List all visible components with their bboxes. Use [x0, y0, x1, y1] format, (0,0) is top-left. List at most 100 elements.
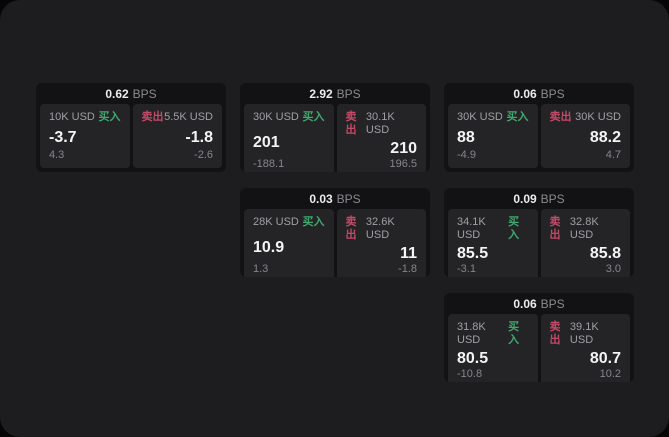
buy-label: 买入 — [508, 216, 520, 241]
spread-header: 0.06 BPS — [444, 83, 634, 104]
sell-panel[interactable]: 卖出 32.6K USD 11 -1.8 — [336, 209, 426, 277]
spread-header: 0.03 BPS — [240, 188, 430, 209]
spread-header: 2.92 BPS — [240, 83, 430, 104]
sell-price: 88.2 — [589, 129, 621, 146]
sell-amount: 30.1K USD — [365, 111, 395, 136]
spread-value: 2.92 — [309, 87, 333, 101]
buy-label: 买入 — [302, 216, 325, 228]
sell-panel[interactable]: 卖出 30K USD 88.2 4.7 — [540, 104, 630, 168]
quote-card: 0.06 BPS 30K USD 买入 88 -4.9 卖出 30K USD 88… — [444, 83, 634, 172]
buy-amount: 31.8K USD — [457, 321, 486, 346]
sell-label: 卖出 — [345, 216, 357, 241]
buy-delta: -188.1 — [253, 158, 285, 170]
spread-unit: BPS — [132, 87, 157, 101]
sell-amount: 32.8K USD — [569, 216, 599, 241]
buy-amount: 28K USD — [253, 216, 299, 228]
sell-panel[interactable]: 卖出 30.1K USD 210 196.5 — [336, 104, 426, 172]
buy-label: 买入 — [302, 111, 325, 123]
sell-panel-top: 卖出 5.5K USD — [142, 111, 214, 124]
quote-panels: 28K USD 买入 10.9 1.3 卖出 32.6K USD 11 -1.8 — [240, 209, 430, 277]
spread-header: 0.09 BPS — [444, 188, 634, 209]
buy-price: 85.5 — [457, 245, 489, 262]
sell-price: 85.8 — [589, 245, 621, 262]
sell-label: 卖出 — [345, 111, 357, 136]
sell-delta: -2.6 — [194, 149, 213, 161]
buy-panel-top: 31.8K USD 买入 — [457, 321, 529, 347]
buy-panel-top: 28K USD 买入 — [253, 216, 325, 229]
buy-panel[interactable]: 30K USD 买入 88 -4.9 — [448, 104, 538, 168]
spread-value: 0.06 — [513, 87, 537, 101]
buy-panel[interactable]: 28K USD 买入 10.9 1.3 — [244, 209, 334, 277]
quote-panels: 31.8K USD 买入 80.5 -10.8 卖出 39.1K USD 80.… — [444, 314, 634, 382]
buy-panel[interactable]: 30K USD 买入 201 -188.1 — [244, 104, 334, 172]
spread-unit: BPS — [540, 192, 565, 206]
sell-amount: 5.5K USD — [164, 111, 213, 123]
buy-delta: -4.9 — [457, 149, 476, 161]
spread-value: 0.09 — [513, 192, 537, 206]
buy-panel[interactable]: 34.1K USD 买入 85.5 -3.1 — [448, 209, 538, 277]
buy-delta: 1.3 — [253, 263, 269, 275]
spread-unit: BPS — [336, 192, 361, 206]
sell-amount: 39.1K USD — [569, 321, 599, 346]
buy-price: 10.9 — [253, 238, 285, 256]
sell-panel[interactable]: 卖出 5.5K USD -1.8 -2.6 — [132, 104, 222, 168]
buy-delta: -10.8 — [457, 368, 483, 380]
sell-panel[interactable]: 卖出 39.1K USD 80.7 10.2 — [540, 314, 630, 382]
buy-panel-top: 34.1K USD 买入 — [457, 216, 529, 242]
spread-value: 0.62 — [105, 87, 129, 101]
sell-price: 210 — [390, 140, 417, 157]
sell-delta: 4.7 — [605, 149, 621, 161]
buy-panel-top: 10K USD 买入 — [49, 111, 121, 124]
sell-label: 卖出 — [141, 111, 164, 123]
sell-price: 11 — [400, 245, 417, 262]
quote-panels: 30K USD 买入 88 -4.9 卖出 30K USD 88.2 4.7 — [444, 104, 634, 172]
sell-panel-top: 卖出 32.6K USD — [346, 216, 418, 242]
buy-label: 买入 — [508, 321, 520, 346]
buy-delta: 4.3 — [49, 149, 65, 161]
quote-card: 0.62 BPS 10K USD 买入 -3.7 4.3 卖出 5.5K USD … — [36, 83, 226, 172]
buy-price: -3.7 — [49, 129, 77, 146]
buy-price: 80.5 — [457, 350, 489, 367]
spread-value: 0.03 — [309, 192, 333, 206]
quote-panels: 34.1K USD 买入 85.5 -3.1 卖出 32.8K USD 85.8… — [444, 209, 634, 277]
buy-price: 201 — [253, 133, 280, 151]
buy-amount: 30K USD — [457, 111, 503, 123]
buy-label: 买入 — [506, 111, 529, 123]
sell-label: 卖出 — [549, 321, 561, 346]
sell-amount: 32.6K USD — [365, 216, 395, 241]
quote-panels: 10K USD 买入 -3.7 4.3 卖出 5.5K USD -1.8 -2.… — [36, 104, 226, 172]
sell-panel-top: 卖出 32.8K USD — [550, 216, 622, 242]
sell-delta: 196.5 — [389, 158, 417, 170]
sell-delta: 10.2 — [599, 368, 621, 380]
buy-panel[interactable]: 31.8K USD 买入 80.5 -10.8 — [448, 314, 538, 382]
spread-header: 0.06 BPS — [444, 293, 634, 314]
sell-label: 卖出 — [549, 111, 572, 123]
spread-value: 0.06 — [513, 297, 537, 311]
quote-card-grid: 0.62 BPS 10K USD 买入 -3.7 4.3 卖出 5.5K USD … — [36, 83, 634, 382]
buy-panel-top: 30K USD 买入 — [457, 111, 529, 124]
quote-card: 0.09 BPS 34.1K USD 买入 85.5 -3.1 卖出 32.8K … — [444, 188, 634, 277]
quote-card: 2.92 BPS 30K USD 买入 201 -188.1 卖出 30.1K U… — [240, 83, 430, 172]
sell-panel-top: 卖出 30K USD — [550, 111, 622, 124]
buy-price: 88 — [457, 129, 475, 146]
buy-amount: 34.1K USD — [457, 216, 486, 241]
buy-label: 买入 — [98, 111, 121, 123]
spread-header: 0.62 BPS — [36, 83, 226, 104]
buy-amount: 30K USD — [253, 111, 299, 123]
spread-unit: BPS — [540, 87, 565, 101]
sell-delta: -1.8 — [398, 263, 417, 275]
buy-panel[interactable]: 10K USD 买入 -3.7 4.3 — [40, 104, 130, 168]
sell-panel[interactable]: 卖出 32.8K USD 85.8 3.0 — [540, 209, 630, 277]
sell-delta: 3.0 — [605, 263, 621, 275]
buy-delta: -3.1 — [457, 263, 476, 275]
sell-price: 80.7 — [589, 350, 621, 367]
buy-amount: 10K USD — [49, 111, 95, 123]
sell-panel-top: 卖出 39.1K USD — [550, 321, 622, 347]
sell-label: 卖出 — [549, 216, 561, 241]
quote-card: 0.06 BPS 31.8K USD 买入 80.5 -10.8 卖出 39.1K… — [444, 293, 634, 382]
spread-unit: BPS — [540, 297, 565, 311]
spread-unit: BPS — [336, 87, 361, 101]
sell-amount: 30K USD — [575, 111, 621, 123]
quote-card: 0.03 BPS 28K USD 买入 10.9 1.3 卖出 32.6K USD… — [240, 188, 430, 277]
